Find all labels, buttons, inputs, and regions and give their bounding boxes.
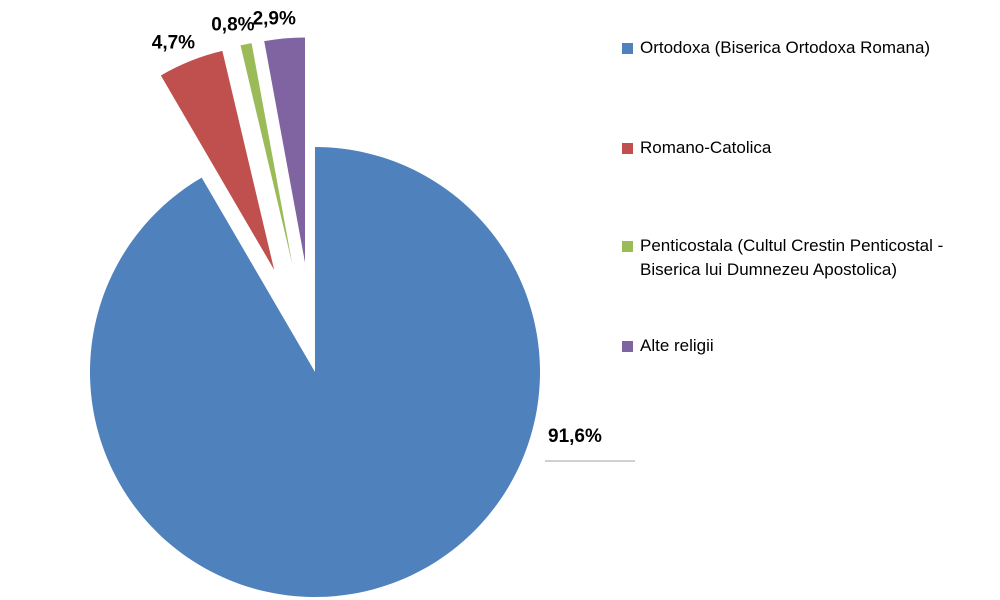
pie-slice bbox=[240, 43, 293, 265]
legend-swatch bbox=[622, 241, 633, 252]
pie-slice bbox=[89, 147, 541, 597]
value-label: 0,8% bbox=[211, 15, 254, 36]
legend-label: Romano-Catolica bbox=[640, 138, 772, 157]
pie-slice bbox=[160, 50, 275, 270]
legend-label: Alte religii bbox=[640, 336, 714, 355]
legend-swatch bbox=[622, 43, 633, 54]
value-label: 2,9% bbox=[253, 9, 296, 30]
legend-item: Penticostala (Cultul Crestin Penticostal… bbox=[622, 234, 985, 282]
value-label: 91,6% bbox=[548, 426, 602, 447]
legend-label: Ortodoxa (Biserica Ortodoxa Romana) bbox=[640, 38, 931, 57]
legend-swatch bbox=[622, 341, 633, 352]
legend-item: Alte religii bbox=[622, 334, 985, 358]
legend-item: Romano-Catolica bbox=[622, 136, 985, 160]
value-label: 4,7% bbox=[152, 33, 195, 54]
pie-slice bbox=[264, 37, 305, 263]
legend-item: Ortodoxa (Biserica Ortodoxa Romana) bbox=[622, 36, 985, 60]
legend-label: Penticostala (Cultul Crestin Penticostal… bbox=[640, 236, 944, 279]
legend-swatch bbox=[622, 143, 633, 154]
